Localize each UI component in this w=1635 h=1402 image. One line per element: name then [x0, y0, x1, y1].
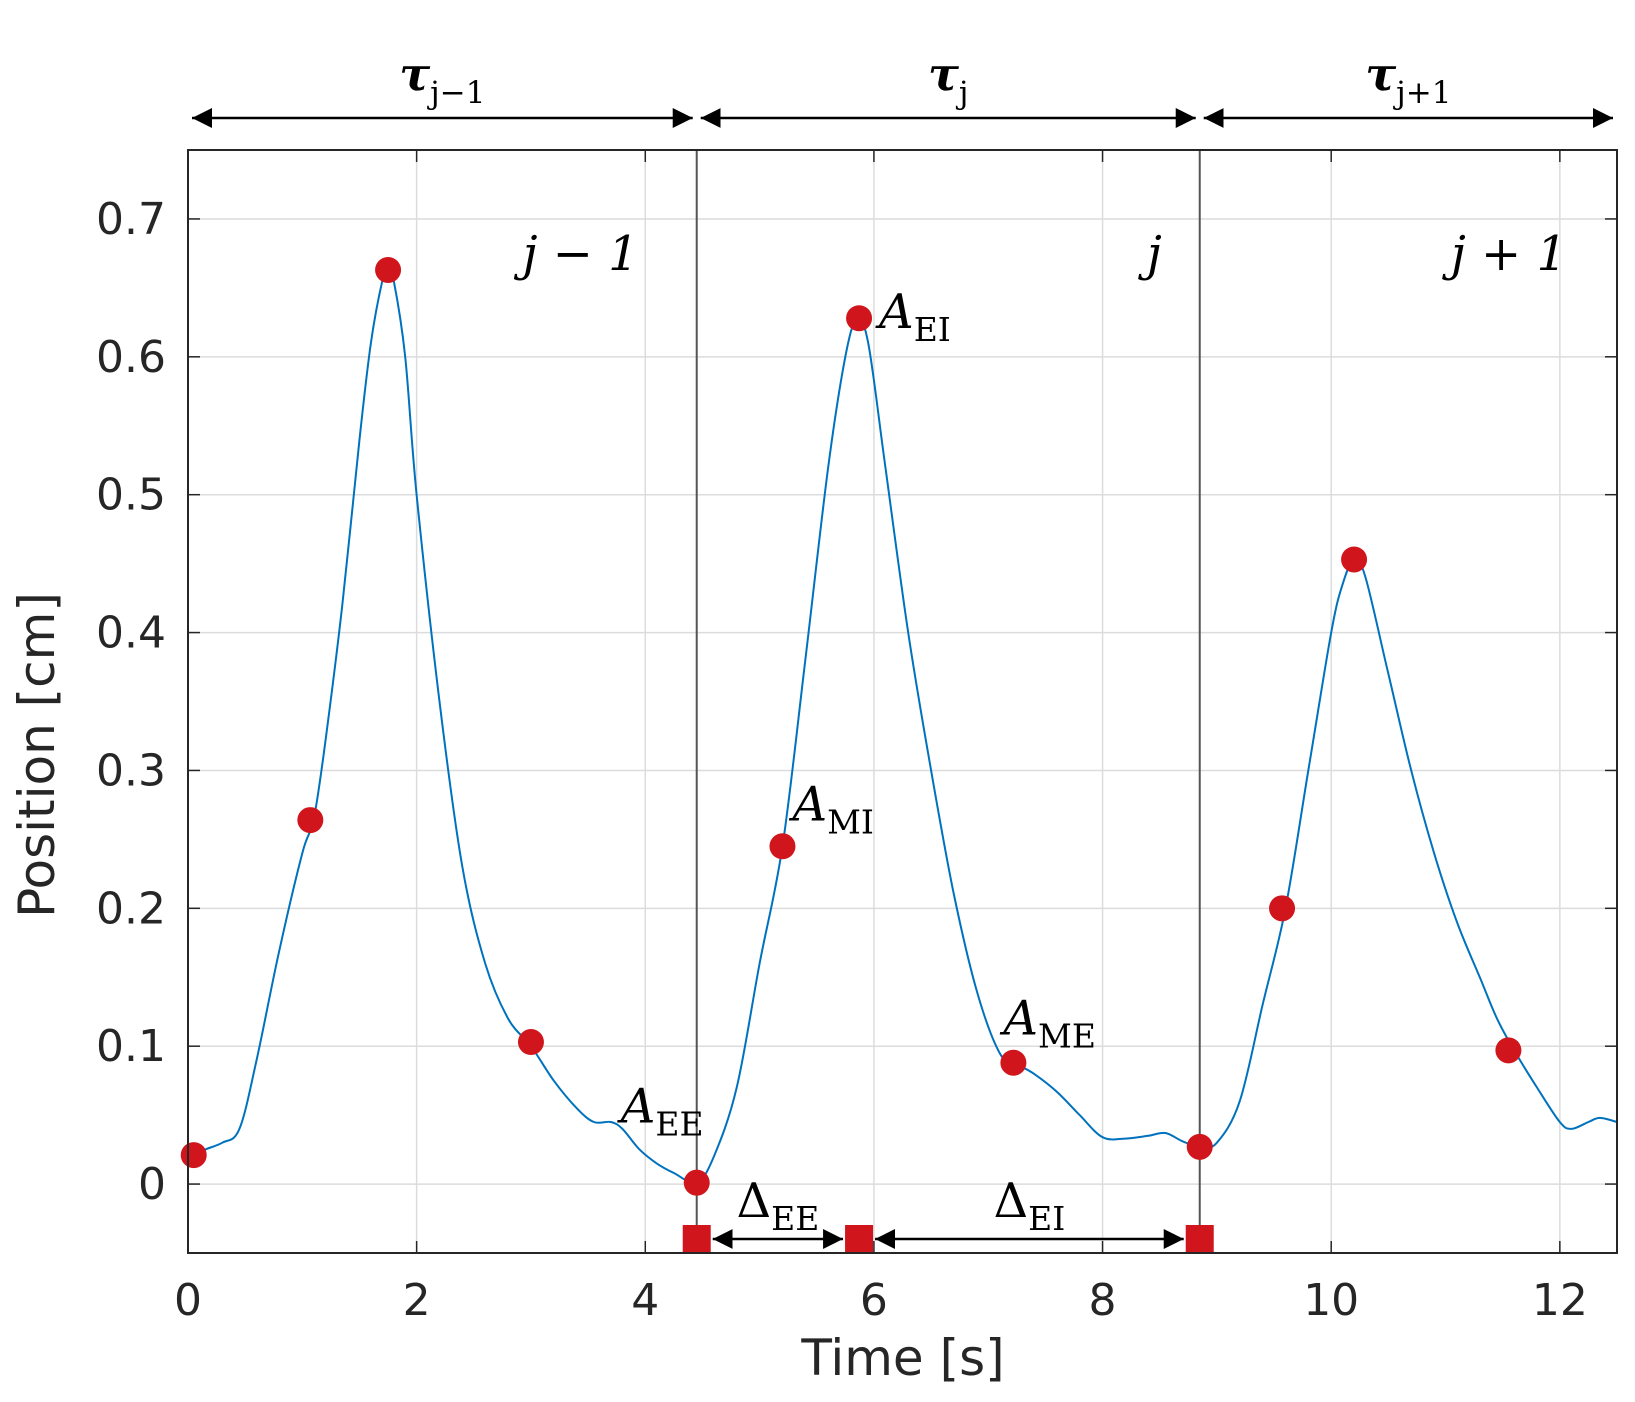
data-markers — [180, 256, 1522, 1196]
annotation-a-mi: AMI — [788, 776, 874, 841]
y-tick-label: 0.7 — [96, 194, 166, 245]
y-tick-label: 0 — [138, 1159, 166, 1210]
plot-border — [187, 149, 1618, 1254]
data-point-marker — [846, 305, 873, 332]
data-point-marker — [517, 1029, 544, 1056]
annotation-a-me: AME — [999, 991, 1096, 1056]
data-point-marker — [1495, 1037, 1522, 1064]
grid-lines — [187, 150, 1617, 1253]
data-point-marker — [1000, 1049, 1027, 1076]
tick-labels: 0 2 4 6 8 10 12 0 0.1 0.2 0.3 0.4 0.5 0.6 0.7 — [96, 194, 1588, 1326]
annotations: j − 1 j j + 1 AEI AMI AME AEE ΔEE ΔEI — [514, 226, 1567, 1249]
tau-label: τj−1 — [399, 47, 485, 111]
annotation-a-ee: AEE — [617, 1079, 704, 1144]
data-point-marker — [769, 833, 796, 860]
x-tick-label: 2 — [403, 1275, 431, 1326]
x-axis-title: Time [s] — [800, 1329, 1004, 1387]
data-point-marker — [1186, 1133, 1213, 1160]
y-axis-title: Position [cm] — [8, 592, 66, 918]
cycle-period-arrows: τj−1 τj τj+1 — [192, 47, 1613, 128]
cycle-label: j — [1138, 226, 1162, 282]
y-tick-label: 0.2 — [96, 883, 166, 934]
x-tick-label: 4 — [631, 1275, 659, 1326]
tau-label: τj — [928, 47, 969, 111]
cycle-label: j + 1 — [1442, 226, 1567, 282]
data-point-marker — [297, 807, 324, 834]
y-tick-label: 0.6 — [96, 332, 166, 383]
data-point-marker — [375, 256, 402, 283]
delta-ei-label: ΔEI — [993, 1173, 1065, 1238]
y-tick-label: 0.1 — [96, 1021, 166, 1072]
x-tick-label: 0 — [174, 1275, 202, 1326]
data-point-marker — [683, 1169, 710, 1196]
x-tick-label: 8 — [1089, 1275, 1117, 1326]
y-tick-label: 0.3 — [96, 745, 166, 796]
y-tick-label: 0.4 — [96, 608, 166, 659]
plot-frame — [187, 149, 1618, 1254]
tau-label: τj+1 — [1365, 47, 1451, 111]
data-point-marker — [180, 1142, 207, 1169]
event-square-marker — [682, 1225, 711, 1253]
y-tick-label: 0.5 — [96, 470, 166, 521]
delta-ee-label: ΔEE — [736, 1173, 819, 1238]
cycle-boundaries — [695, 150, 1201, 1253]
annotation-a-ei: AEI — [875, 284, 951, 349]
event-square-marker — [845, 1225, 874, 1253]
event-markers — [682, 1225, 1214, 1253]
x-tick-label: 6 — [860, 1275, 888, 1326]
data-point-marker — [1269, 895, 1296, 922]
x-tick-label: 10 — [1303, 1275, 1359, 1326]
event-square-marker — [1185, 1225, 1214, 1253]
cycle-label: j − 1 — [514, 226, 639, 282]
x-tick-label: 12 — [1532, 1275, 1588, 1326]
data-point-marker — [1341, 546, 1368, 573]
